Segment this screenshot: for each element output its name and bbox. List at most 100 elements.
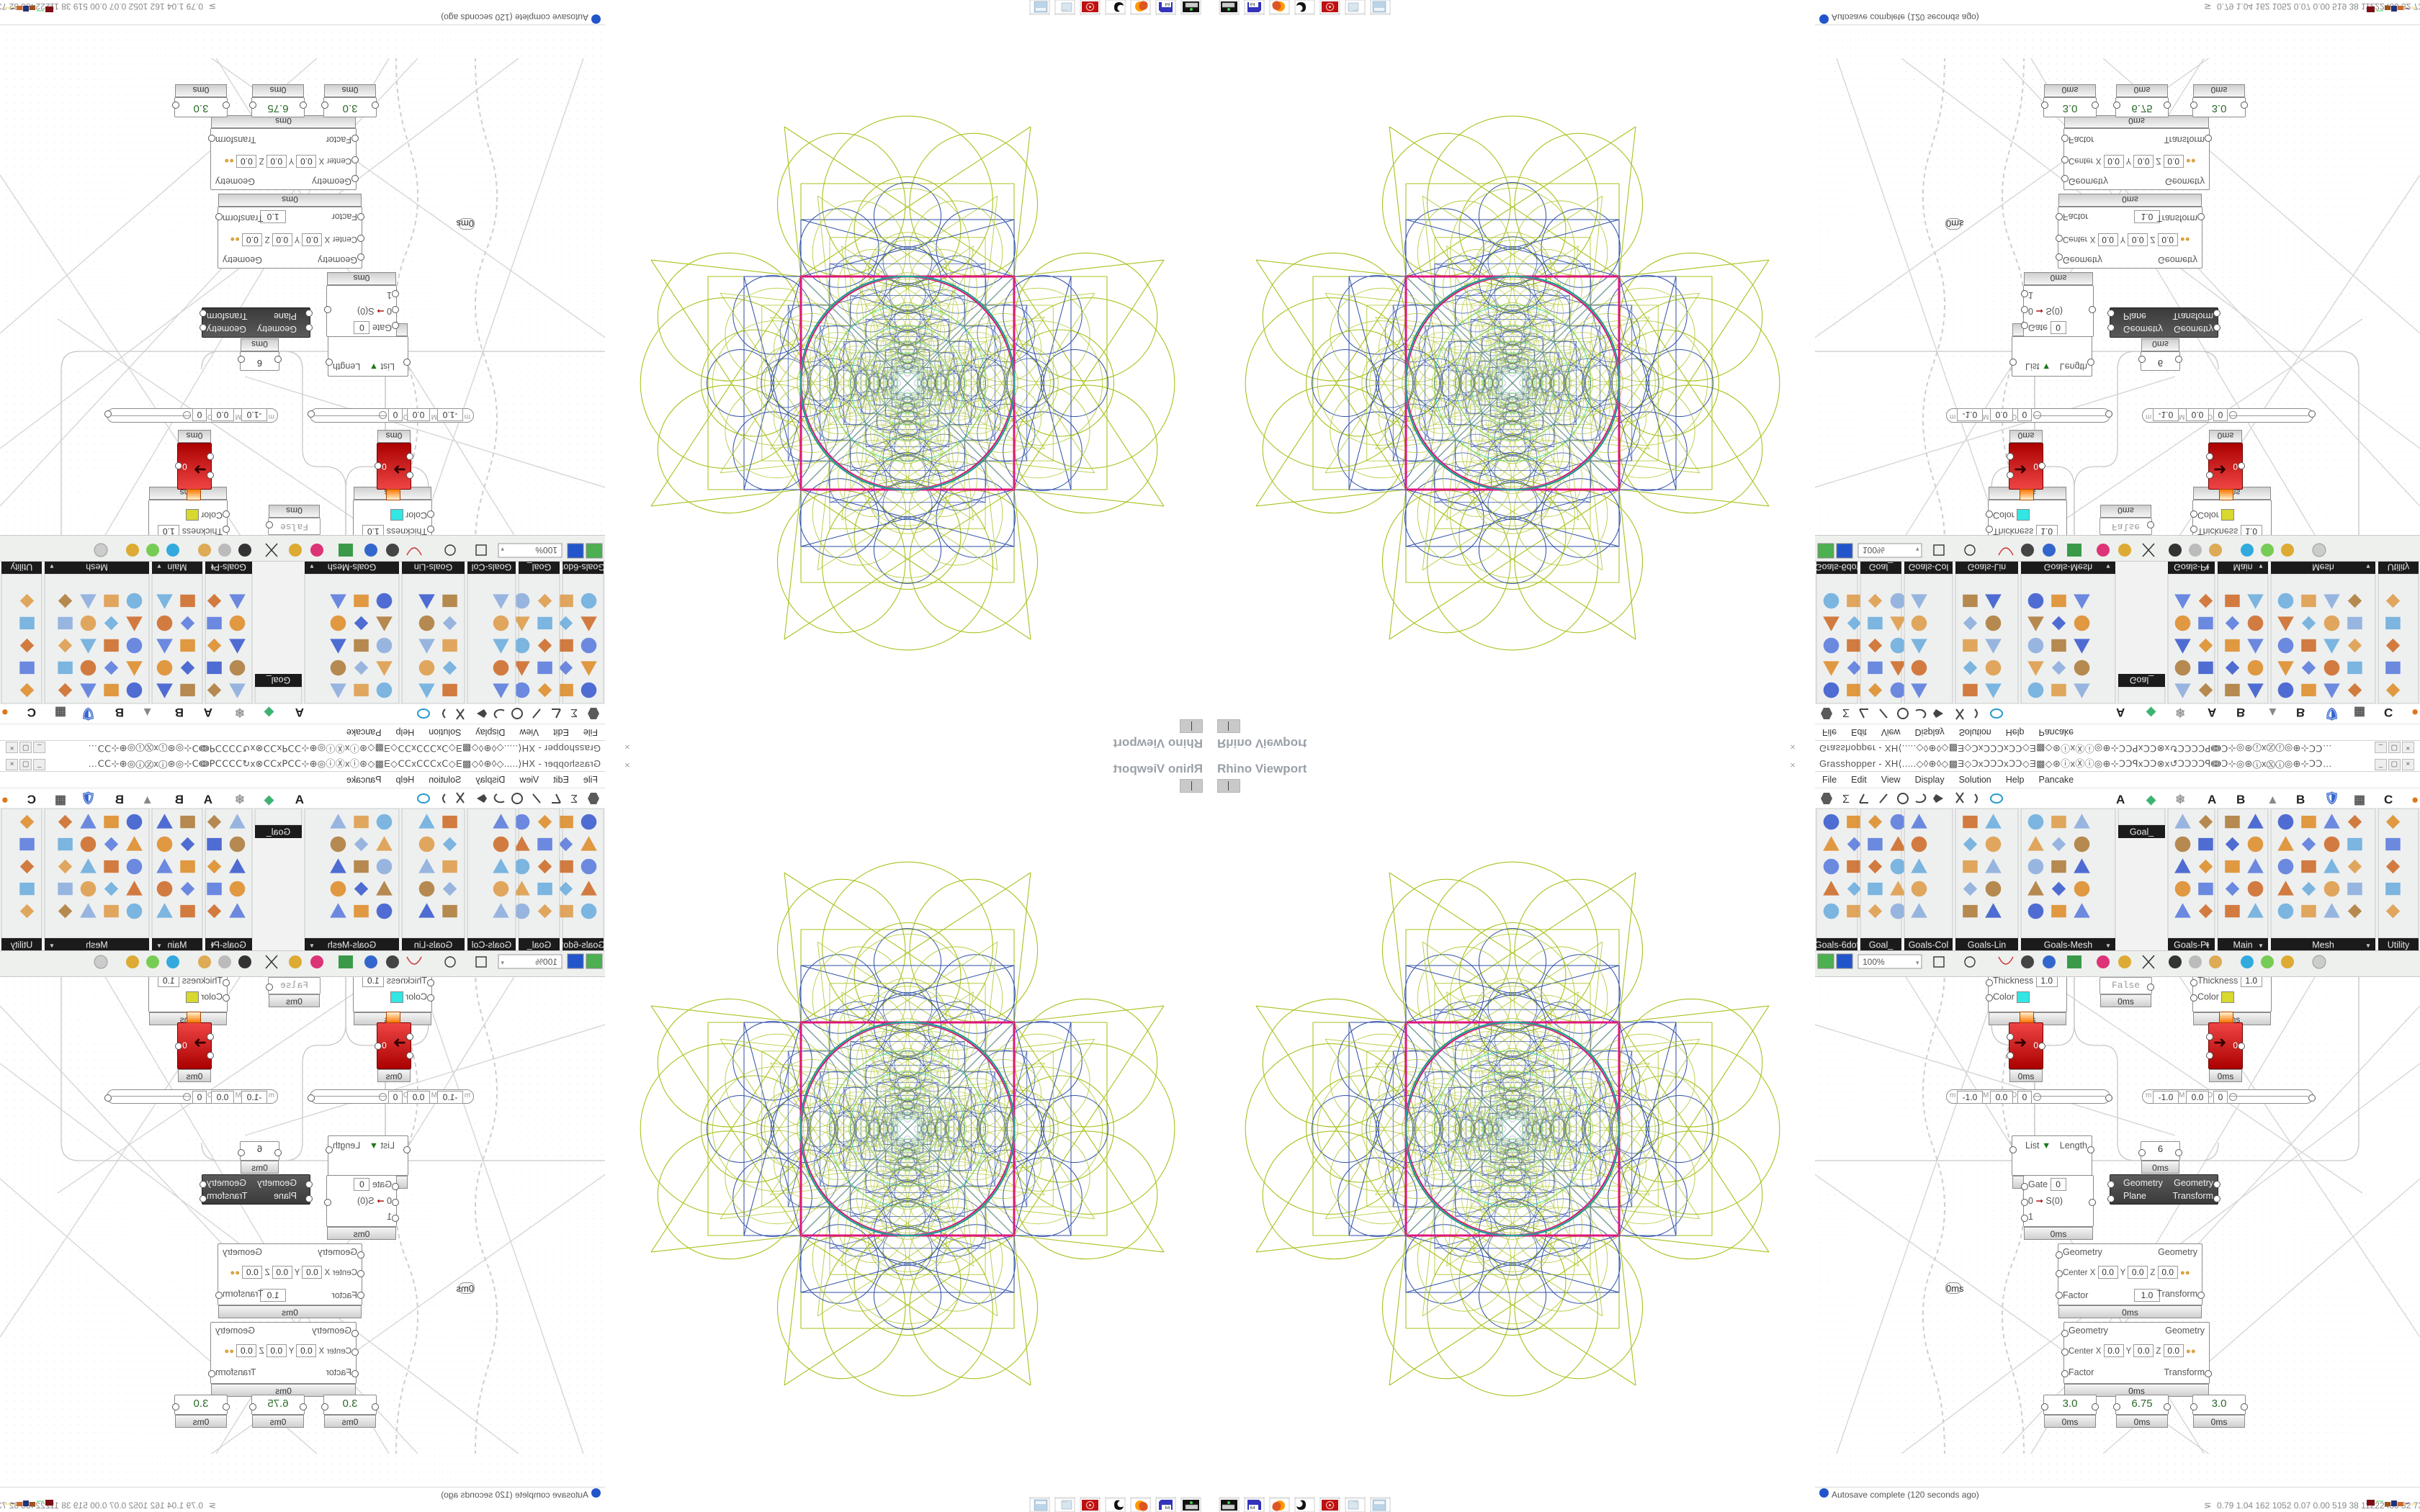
svg-text:Utility: Utility (10, 940, 32, 950)
svg-text:Goals-Mesh: Goals-Mesh (328, 562, 376, 572)
svg-text:Goals-Mesh: Goals-Mesh (2044, 562, 2092, 572)
svg-text:Goals-Lin: Goals-Lin (1968, 940, 2007, 950)
svg-text:Goals-6dof: Goals-6dof (1815, 940, 1860, 950)
svg-text:◆: ◆ (2146, 706, 2156, 719)
svg-text:●: ● (2411, 706, 2419, 719)
svg-text:▾: ▾ (501, 546, 504, 553)
svg-text:⋝: ⋝ (209, 1500, 216, 1511)
svg-text:▾: ▾ (2205, 562, 2209, 570)
svg-text:▾: ▾ (50, 942, 53, 950)
svg-text:⋝: ⋝ (2204, 1, 2211, 12)
svg-text:🛡: 🛡 (2324, 791, 2340, 805)
svg-text:Σ: Σ (1842, 706, 1850, 719)
svg-text:●: ● (2411, 793, 2419, 806)
svg-text:⋝: ⋝ (209, 1, 216, 12)
svg-text:Utility: Utility (2388, 562, 2410, 572)
svg-text:❄: ❄ (235, 706, 245, 719)
svg-text:▲: ▲ (141, 793, 153, 806)
svg-text:Goal_: Goal_ (1869, 940, 1894, 950)
svg-text:Goals-6dof: Goals-6dof (1815, 562, 1860, 572)
svg-text:▲: ▲ (2267, 706, 2279, 719)
svg-text:C: C (27, 706, 36, 719)
svg-text:A: A (295, 706, 304, 719)
svg-text:Goals-Col: Goals-Col (472, 562, 512, 572)
svg-text:C: C (27, 793, 36, 806)
svg-text:Main: Main (2233, 940, 2252, 950)
svg-text:C: C (2384, 793, 2393, 806)
svg-text:▦: ▦ (55, 793, 66, 806)
svg-text:▲: ▲ (141, 706, 153, 719)
svg-text:❄: ❄ (235, 793, 245, 806)
svg-text:⋝: ⋝ (2204, 1500, 2211, 1511)
svg-text:Main: Main (2233, 562, 2252, 572)
svg-text:◆: ◆ (2146, 793, 2156, 806)
svg-text:❄: ❄ (2175, 706, 2185, 719)
svg-text:◆: ◆ (264, 706, 274, 719)
svg-text:❄: ❄ (2175, 793, 2185, 806)
svg-text:64: 64 (1165, 1506, 1170, 1511)
svg-text:Goals-Pt: Goals-Pt (211, 562, 246, 572)
svg-text:Σ: Σ (1842, 793, 1850, 806)
svg-text:A: A (2208, 706, 2216, 719)
svg-text:Mesh: Mesh (86, 562, 108, 572)
svg-text:Utility: Utility (10, 562, 32, 572)
svg-text:100%: 100% (535, 957, 557, 967)
svg-text:▦: ▦ (2354, 793, 2365, 806)
svg-text:▾: ▾ (210, 562, 214, 570)
svg-text:64: 64 (1165, 1, 1170, 6)
svg-text:B: B (2236, 706, 2245, 719)
svg-text:▾: ▾ (2366, 562, 2370, 570)
svg-text:Goals-Col: Goals-Col (472, 940, 512, 950)
svg-text:▾: ▾ (501, 959, 504, 966)
svg-text:Mesh: Mesh (2312, 940, 2334, 950)
svg-text:Σ: Σ (570, 793, 578, 806)
svg-text:▾: ▾ (2259, 942, 2262, 950)
svg-text:Main: Main (167, 940, 187, 950)
svg-text:A: A (204, 706, 212, 719)
svg-text:A: A (2116, 706, 2125, 719)
svg-text:Goals-Lin: Goals-Lin (414, 562, 453, 572)
svg-text:Utility: Utility (2388, 940, 2410, 950)
svg-text:Goal_: Goal_ (2130, 827, 2154, 837)
svg-text:A: A (2208, 793, 2216, 806)
svg-text:Mesh: Mesh (2312, 562, 2334, 572)
svg-text:▦: ▦ (2354, 706, 2365, 719)
svg-text:A: A (2116, 793, 2125, 806)
svg-text:Goals-Pt: Goals-Pt (211, 940, 246, 950)
svg-text:▾: ▾ (1916, 959, 1919, 966)
svg-text:A: A (204, 793, 212, 806)
svg-text:▾: ▾ (2106, 942, 2110, 950)
svg-text:A: A (295, 793, 304, 806)
svg-text:Goals-Lin: Goals-Lin (414, 940, 453, 950)
svg-text:Goals-Mesh: Goals-Mesh (328, 940, 376, 950)
svg-text:🛡: 🛡 (80, 791, 96, 805)
svg-text:▾: ▾ (157, 942, 161, 950)
svg-text:▾: ▾ (2205, 942, 2209, 950)
svg-text:Goal_: Goal_ (266, 675, 290, 685)
svg-text:Σ: Σ (570, 706, 578, 719)
svg-text:B: B (115, 706, 124, 719)
svg-text:100%: 100% (1863, 957, 1885, 967)
svg-text:Goals-Col: Goals-Col (1909, 562, 1949, 572)
svg-text:Goals-Mesh: Goals-Mesh (2044, 940, 2092, 950)
svg-text:64: 64 (1250, 1, 1256, 6)
svg-text:Mesh: Mesh (86, 940, 108, 950)
svg-text:Main: Main (167, 562, 187, 572)
svg-text:100%: 100% (1863, 545, 1885, 555)
svg-text:▾: ▾ (2366, 942, 2370, 950)
svg-text:▾: ▾ (157, 562, 161, 570)
svg-text:▾: ▾ (1916, 546, 1919, 553)
svg-text:B: B (175, 706, 184, 719)
svg-text:▾: ▾ (2259, 562, 2262, 570)
svg-text:B: B (2296, 793, 2305, 806)
svg-text:B: B (2236, 793, 2245, 806)
svg-text:Goal_: Goal_ (2130, 675, 2154, 685)
svg-text:Goals-Lin: Goals-Lin (1968, 562, 2007, 572)
svg-text:100%: 100% (535, 545, 557, 555)
svg-text:Goals-Col: Goals-Col (1909, 940, 1949, 950)
svg-text:Goals-Pt: Goals-Pt (2174, 940, 2209, 950)
svg-text:▾: ▾ (310, 562, 313, 570)
svg-text:🛡: 🛡 (2324, 707, 2340, 721)
svg-text:◆: ◆ (264, 793, 274, 806)
svg-text:▾: ▾ (210, 942, 214, 950)
